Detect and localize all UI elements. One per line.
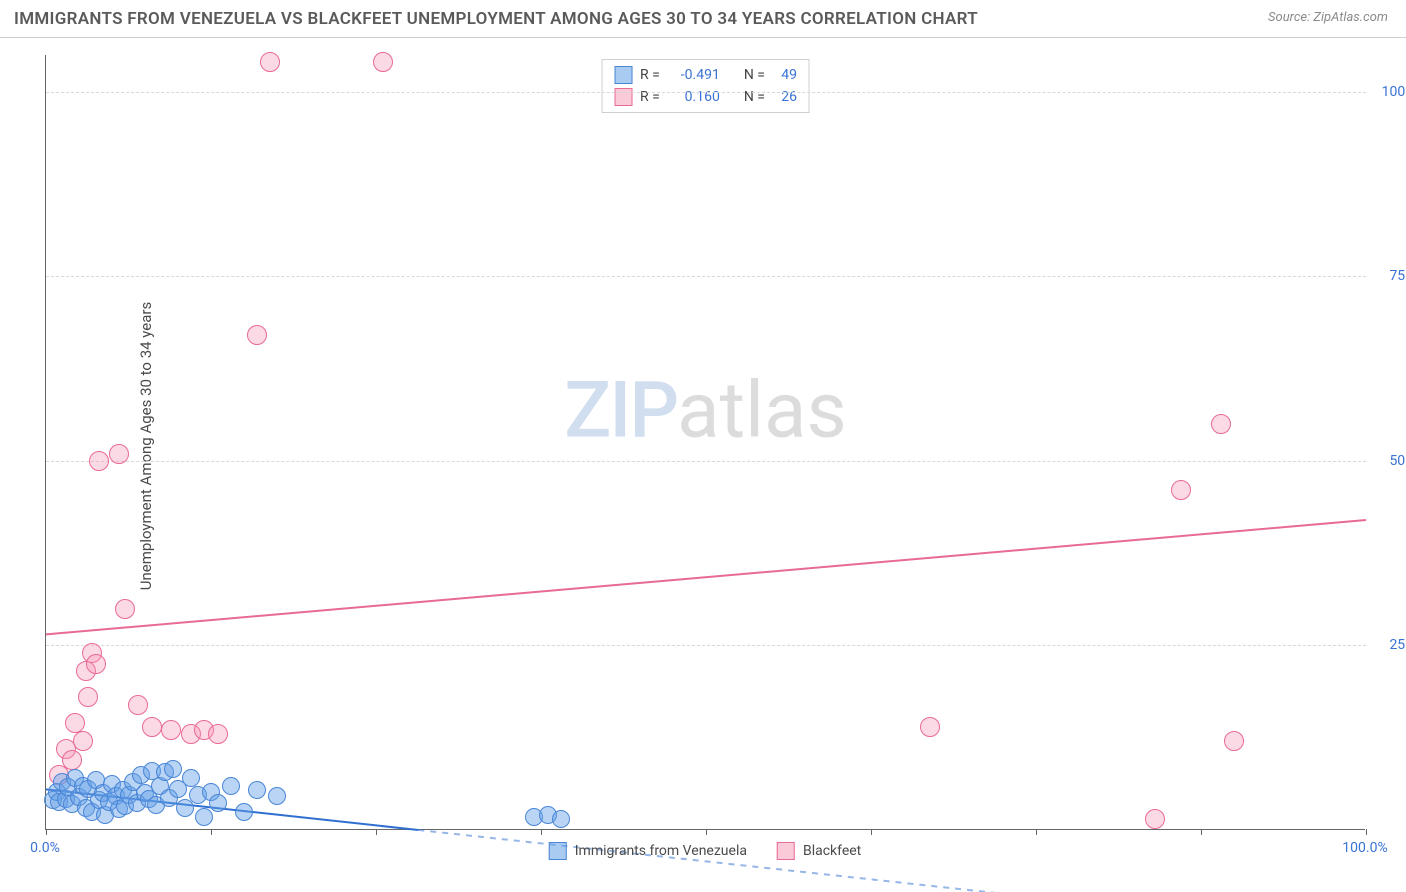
x-tick-label: 0.0% bbox=[30, 840, 60, 856]
data-point bbox=[260, 52, 280, 72]
legend-stats: R = -0.491 N = 49 R = 0.160 N = 26 bbox=[601, 59, 810, 113]
x-tick bbox=[871, 829, 872, 835]
legend-swatch-pink bbox=[777, 842, 795, 860]
data-point bbox=[73, 731, 93, 751]
gridline-h bbox=[46, 461, 1366, 462]
data-point bbox=[89, 451, 109, 471]
legend-series-label-2: Blackfeet bbox=[803, 843, 861, 859]
data-point bbox=[247, 325, 267, 345]
legend-n-label: N = bbox=[744, 64, 765, 86]
legend-n-value-1: 49 bbox=[773, 64, 797, 86]
legend-swatch-pink bbox=[614, 88, 632, 106]
data-point bbox=[1145, 809, 1165, 829]
x-tick bbox=[541, 829, 542, 835]
data-point bbox=[268, 787, 286, 805]
data-point bbox=[78, 687, 98, 707]
legend-series-label-1: Immigrants from Venezuela bbox=[575, 843, 747, 859]
legend-n-label: N = bbox=[744, 86, 765, 108]
legend-swatch-blue bbox=[614, 66, 632, 84]
legend-stats-row-1: R = -0.491 N = 49 bbox=[614, 64, 797, 86]
y-tick-label: 50.0% bbox=[1389, 453, 1406, 469]
data-point bbox=[920, 717, 940, 737]
trend-line bbox=[46, 520, 1366, 634]
data-point bbox=[128, 695, 148, 715]
y-tick-label: 100.0% bbox=[1382, 84, 1406, 100]
x-tick bbox=[1201, 829, 1202, 835]
legend-r-label: R = bbox=[640, 86, 660, 108]
x-tick bbox=[1036, 829, 1037, 835]
data-point bbox=[552, 810, 570, 828]
legend-r-value-1: -0.491 bbox=[668, 64, 720, 86]
data-point bbox=[208, 724, 228, 744]
x-tick bbox=[211, 829, 212, 835]
y-tick-label: 25.0% bbox=[1389, 637, 1406, 653]
data-point bbox=[62, 750, 82, 770]
legend-stats-row-2: R = 0.160 N = 26 bbox=[614, 86, 797, 108]
data-point bbox=[235, 803, 253, 821]
x-tick-label: 100.0% bbox=[1342, 840, 1387, 856]
data-point bbox=[176, 799, 194, 817]
legend-series-item-2: Blackfeet bbox=[777, 842, 861, 860]
chart-source: Source: ZipAtlas.com bbox=[1268, 10, 1388, 25]
data-point bbox=[109, 444, 129, 464]
plot-area: ZIPatlas R = -0.491 N = 49 R = 0.160 N =… bbox=[45, 55, 1365, 830]
gridline-h bbox=[46, 645, 1366, 646]
trend-lines-svg bbox=[46, 55, 1366, 830]
data-point bbox=[164, 760, 182, 778]
chart-header: IMMIGRANTS FROM VENEZUELA VS BLACKFEET U… bbox=[0, 0, 1406, 38]
data-point bbox=[115, 599, 135, 619]
x-tick bbox=[376, 829, 377, 835]
chart-title: IMMIGRANTS FROM VENEZUELA VS BLACKFEET U… bbox=[14, 9, 978, 29]
legend-series: Immigrants from Venezuela Blackfeet bbox=[549, 842, 862, 860]
legend-swatch-blue bbox=[549, 842, 567, 860]
legend-n-value-2: 26 bbox=[773, 86, 797, 108]
gridline-h bbox=[46, 92, 1366, 93]
legend-r-label: R = bbox=[640, 64, 660, 86]
legend-r-value-2: 0.160 bbox=[668, 86, 720, 108]
data-point bbox=[209, 794, 227, 812]
data-point bbox=[86, 654, 106, 674]
data-point bbox=[373, 52, 393, 72]
data-point bbox=[142, 717, 162, 737]
y-tick-label: 75.0% bbox=[1389, 268, 1406, 284]
x-tick bbox=[1366, 829, 1367, 835]
plot-region: ZIPatlas R = -0.491 N = 49 R = 0.160 N =… bbox=[45, 55, 1365, 830]
data-point bbox=[65, 713, 85, 733]
data-point bbox=[1211, 414, 1231, 434]
x-tick bbox=[706, 829, 707, 835]
x-tick bbox=[46, 829, 47, 835]
data-point bbox=[222, 777, 240, 795]
legend-series-item-1: Immigrants from Venezuela bbox=[549, 842, 747, 860]
data-point bbox=[195, 808, 213, 826]
data-point bbox=[161, 720, 181, 740]
data-point bbox=[1224, 731, 1244, 751]
data-point bbox=[248, 781, 266, 799]
gridline-h bbox=[46, 276, 1366, 277]
data-point bbox=[1171, 480, 1191, 500]
